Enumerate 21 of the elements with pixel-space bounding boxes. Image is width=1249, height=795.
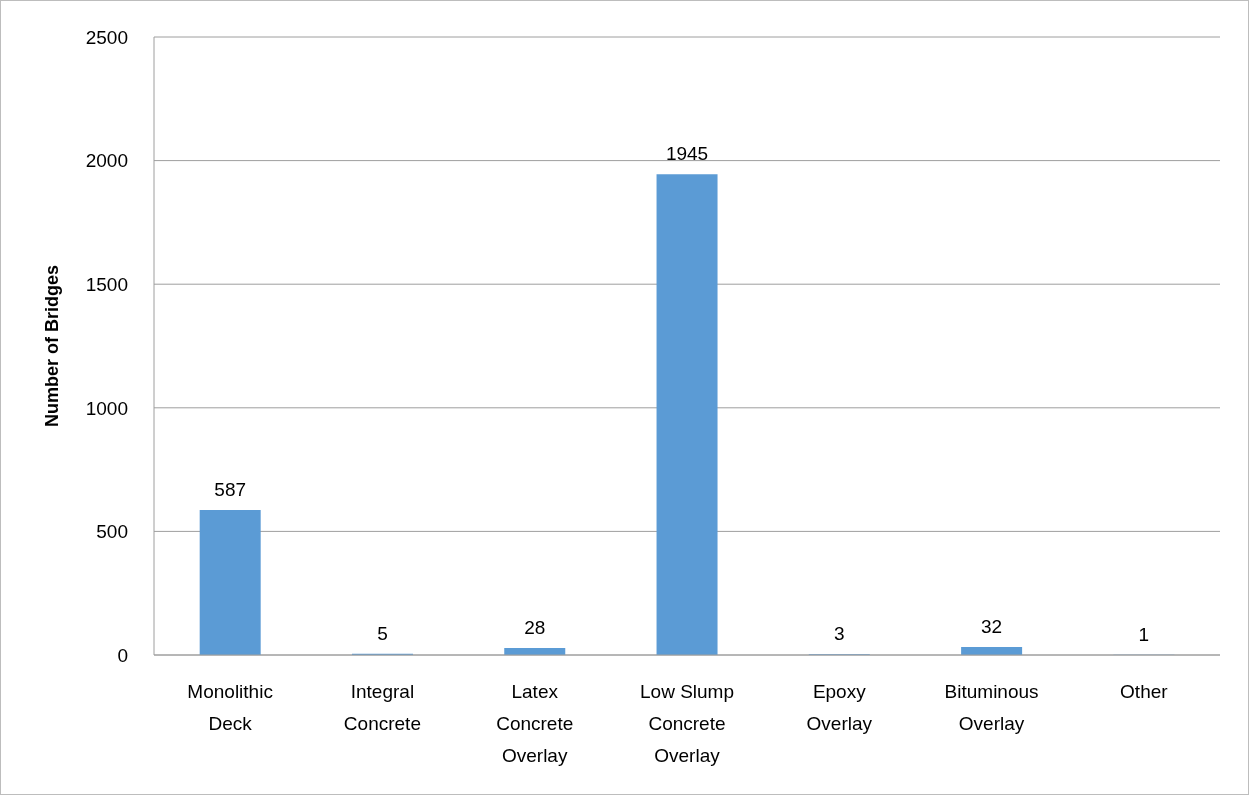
data-label: 1945 [665, 143, 709, 165]
y-tick-label: 1000 [85, 397, 128, 419]
data-label: 28 [524, 617, 546, 639]
data-label: 32 [981, 616, 1003, 638]
x-tick-label: Monolithic Deck [187, 681, 273, 735]
y-tick-label: 2500 [85, 26, 128, 48]
x-tick-label: Integral Concrete [343, 681, 421, 735]
x-tick-label: Latex Concrete Overlay [496, 681, 574, 767]
x-tick-label: Other [1120, 681, 1169, 703]
x-tick-label: Low Slump Concrete Overlay [640, 681, 734, 767]
y-tick-label: 1500 [85, 273, 128, 295]
data-label: 1 [1138, 623, 1150, 645]
data-label: 3 [834, 623, 845, 645]
x-tick-label: Bituminous Overlay [944, 681, 1039, 735]
data-label: 587 [214, 478, 247, 500]
y-tick-label: 500 [96, 521, 128, 543]
y-tick-label: 0 [117, 644, 128, 666]
y-axis-title: Number of Bridges [42, 264, 62, 428]
y-tick-label: 2000 [85, 150, 128, 172]
x-tick-label: Epoxy Overlay [806, 681, 873, 735]
data-label: 5 [377, 622, 388, 644]
